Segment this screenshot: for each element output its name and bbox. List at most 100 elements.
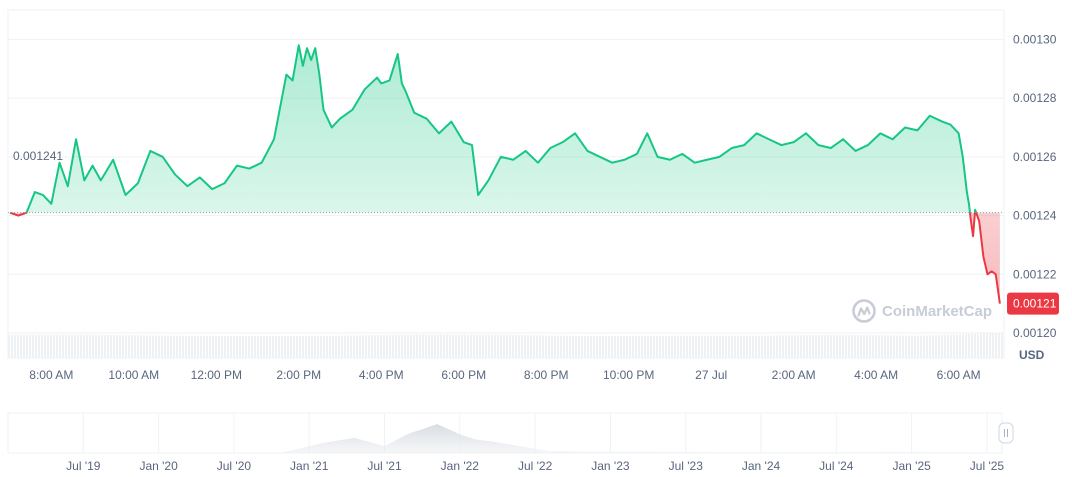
watermark: CoinMarketCap [852,299,992,323]
volume-bar [482,334,484,358]
volume-bar [410,334,412,358]
x-tick-label: 2:00 PM [276,368,321,382]
volume-bar [245,336,247,358]
volume-bar [35,334,37,358]
volume-bar [989,333,991,358]
volume-bar [14,334,16,358]
volume-bar [674,335,676,358]
volume-bar [734,335,736,358]
navigator-handle[interactable] [998,422,1014,444]
x-tick-label: 10:00 PM [603,368,654,382]
volume-bar [572,335,574,358]
volume-bar [239,335,241,358]
volume-bar [497,334,499,358]
volume-bar [431,334,433,358]
volume-bar [653,335,655,358]
navigator-tick-label: Jul '24 [819,459,854,473]
volume-bar [491,334,493,358]
volume-bar [926,335,928,358]
volume-bar [830,334,832,358]
volume-bar [314,335,316,358]
volume-bar [521,335,523,358]
volume-bar [908,335,910,358]
volume-bar [152,335,154,358]
volume-bar [875,335,877,358]
volume-bar [221,335,223,358]
volume-bar [11,334,13,358]
volume-bar [272,336,274,358]
navigator-area [8,424,1002,453]
volume-bar [536,335,538,358]
volume-bar [584,336,586,358]
volume-bar [125,335,127,358]
volume-bar [695,335,697,358]
volume-bar [104,334,106,358]
volume-bar [944,334,946,358]
volume-bar [812,335,814,358]
volume-bar [545,335,547,358]
volume-bar [791,335,793,358]
volume-bar [248,336,250,358]
volume-bar [113,335,115,358]
volume-bar [851,334,853,358]
volume-bar [554,335,556,358]
volume-bar [389,334,391,358]
volume-bar [782,335,784,358]
volume-bar [365,335,367,358]
volume-bar [914,335,916,358]
volume-bar [194,335,196,358]
price-line-up [10,44,978,213]
volume-bar [857,335,859,358]
volume-bar [845,334,847,358]
navigator-tick-label: Jan '24 [742,459,781,473]
volume-bar [746,335,748,358]
volume-bar [185,335,187,358]
volume-bar [260,336,262,358]
volume-bar [23,334,25,358]
volume-bar [386,334,388,358]
volume-bar [350,335,352,358]
volume-bar [725,335,727,358]
volume-bar [77,334,79,358]
volume-bar [647,335,649,358]
volume-bar [503,334,505,358]
x-tick-label: 6:00 PM [441,368,486,382]
volume-bar [881,335,883,358]
volume-bar [197,335,199,358]
volume-bar [161,335,163,358]
volume-bar [434,334,436,358]
x-tick-label: 8:00 PM [524,368,569,382]
volume-bar [785,335,787,358]
volume-bar [146,335,148,358]
volume-bar [230,335,232,358]
volume-bar [170,335,172,358]
volume-bar [575,335,577,358]
volume-bar [668,335,670,358]
volume-bar [620,335,622,358]
volume-bar [551,335,553,358]
volume-bar [443,334,445,358]
volume-bar [56,334,58,358]
volume-bar [719,335,721,358]
volume-bar [698,335,700,358]
volume-bar [122,335,124,358]
volume-bar [116,335,118,358]
volume-bar [380,335,382,358]
volume-bar [899,335,901,358]
volume-bar [803,335,805,358]
volume-bar [473,334,475,358]
volume-bar [242,336,244,358]
volume-bar [341,335,343,358]
time-range-navigator[interactable]: Jul '19 Jan '20 Jul '20 Jan '21 Jul '21 Jan '… [7,412,1014,473]
volume-bar [281,335,283,358]
volume-bar [155,335,157,358]
y-tick-label: 0.00126 [1013,150,1057,164]
volume-bar [980,333,982,358]
volume-bar [227,335,229,358]
volume-bar [743,335,745,358]
volume-bar [608,335,610,358]
volume-bar [173,335,175,358]
volume-bar [863,335,865,358]
volume-bar [347,335,349,358]
